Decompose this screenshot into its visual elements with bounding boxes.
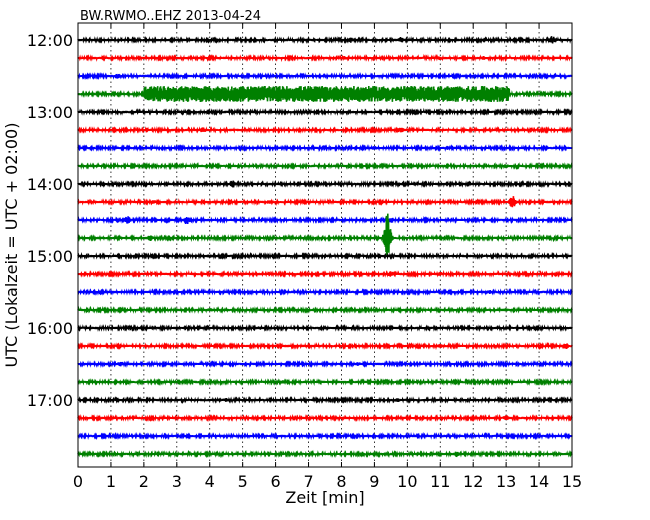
y-tick-labels: 12:00 13:00 14:00 15:00 16:00 17:00 [27,31,73,410]
x-tick-label: 8 [336,472,346,491]
trace-line [77,431,573,441]
x-tick-label: 6 [271,472,281,491]
trace-line [77,179,573,189]
x-tick-label: 9 [369,472,379,491]
y-tick-label: 15:00 [27,247,73,266]
tick-layer [77,23,573,467]
y-tick-label: 16:00 [27,319,73,338]
trace-line [77,251,573,261]
trace-line [77,161,573,171]
x-tick-label: 5 [238,472,248,491]
x-tick-label: 4 [205,472,215,491]
trace-line [77,449,573,459]
trace-line [77,269,573,279]
grid-layer [110,23,540,467]
y-tick-label: 13:00 [27,103,73,122]
trace-line [77,213,573,256]
trace-line [77,359,573,369]
trace-line [77,341,573,351]
trace-line [77,196,573,208]
trace-line [77,143,573,153]
trace-line [77,287,573,297]
y-tick-label: 12:00 [27,31,73,50]
x-tick-label: 1 [106,472,116,491]
y-tick-label: 14:00 [27,175,73,194]
x-tick-labels: 0 1 2 3 4 5 6 7 8 9 10 11 12 13 14 15 [73,472,582,491]
x-tick-label: 3 [172,472,182,491]
trace-layer [77,35,573,459]
x-tick-label: 10 [397,472,417,491]
plot-frame [77,22,573,468]
trace-line [77,85,573,103]
x-tick-label: 2 [139,472,149,491]
trace-line [77,305,573,315]
x-tick-label: 12 [463,472,483,491]
x-tick-label: 15 [562,472,582,491]
trace-line [77,395,573,405]
trace-line [77,71,573,81]
y-tick-label: 17:00 [27,391,73,410]
trace-line [77,215,573,225]
trace-line [77,107,573,117]
trace-line [77,35,573,45]
trace-line [77,53,573,63]
x-tick-label: 7 [303,472,313,491]
chart-title: BW.RWMO..EHZ 2013-04-24 [80,9,261,24]
trace-line [77,125,573,135]
x-tick-label: 13 [496,472,516,491]
trace-line [77,377,573,387]
x-tick-label: 14 [529,472,549,491]
x-tick-label: 0 [73,472,83,491]
trace-line [77,323,573,333]
x-axis-label: Zeit [min] [285,488,364,507]
trace-line [77,413,573,423]
x-tick-label: 11 [430,472,450,491]
y-axis-label: UTC (Lokalzeit = UTC + 02:00) [2,123,21,368]
